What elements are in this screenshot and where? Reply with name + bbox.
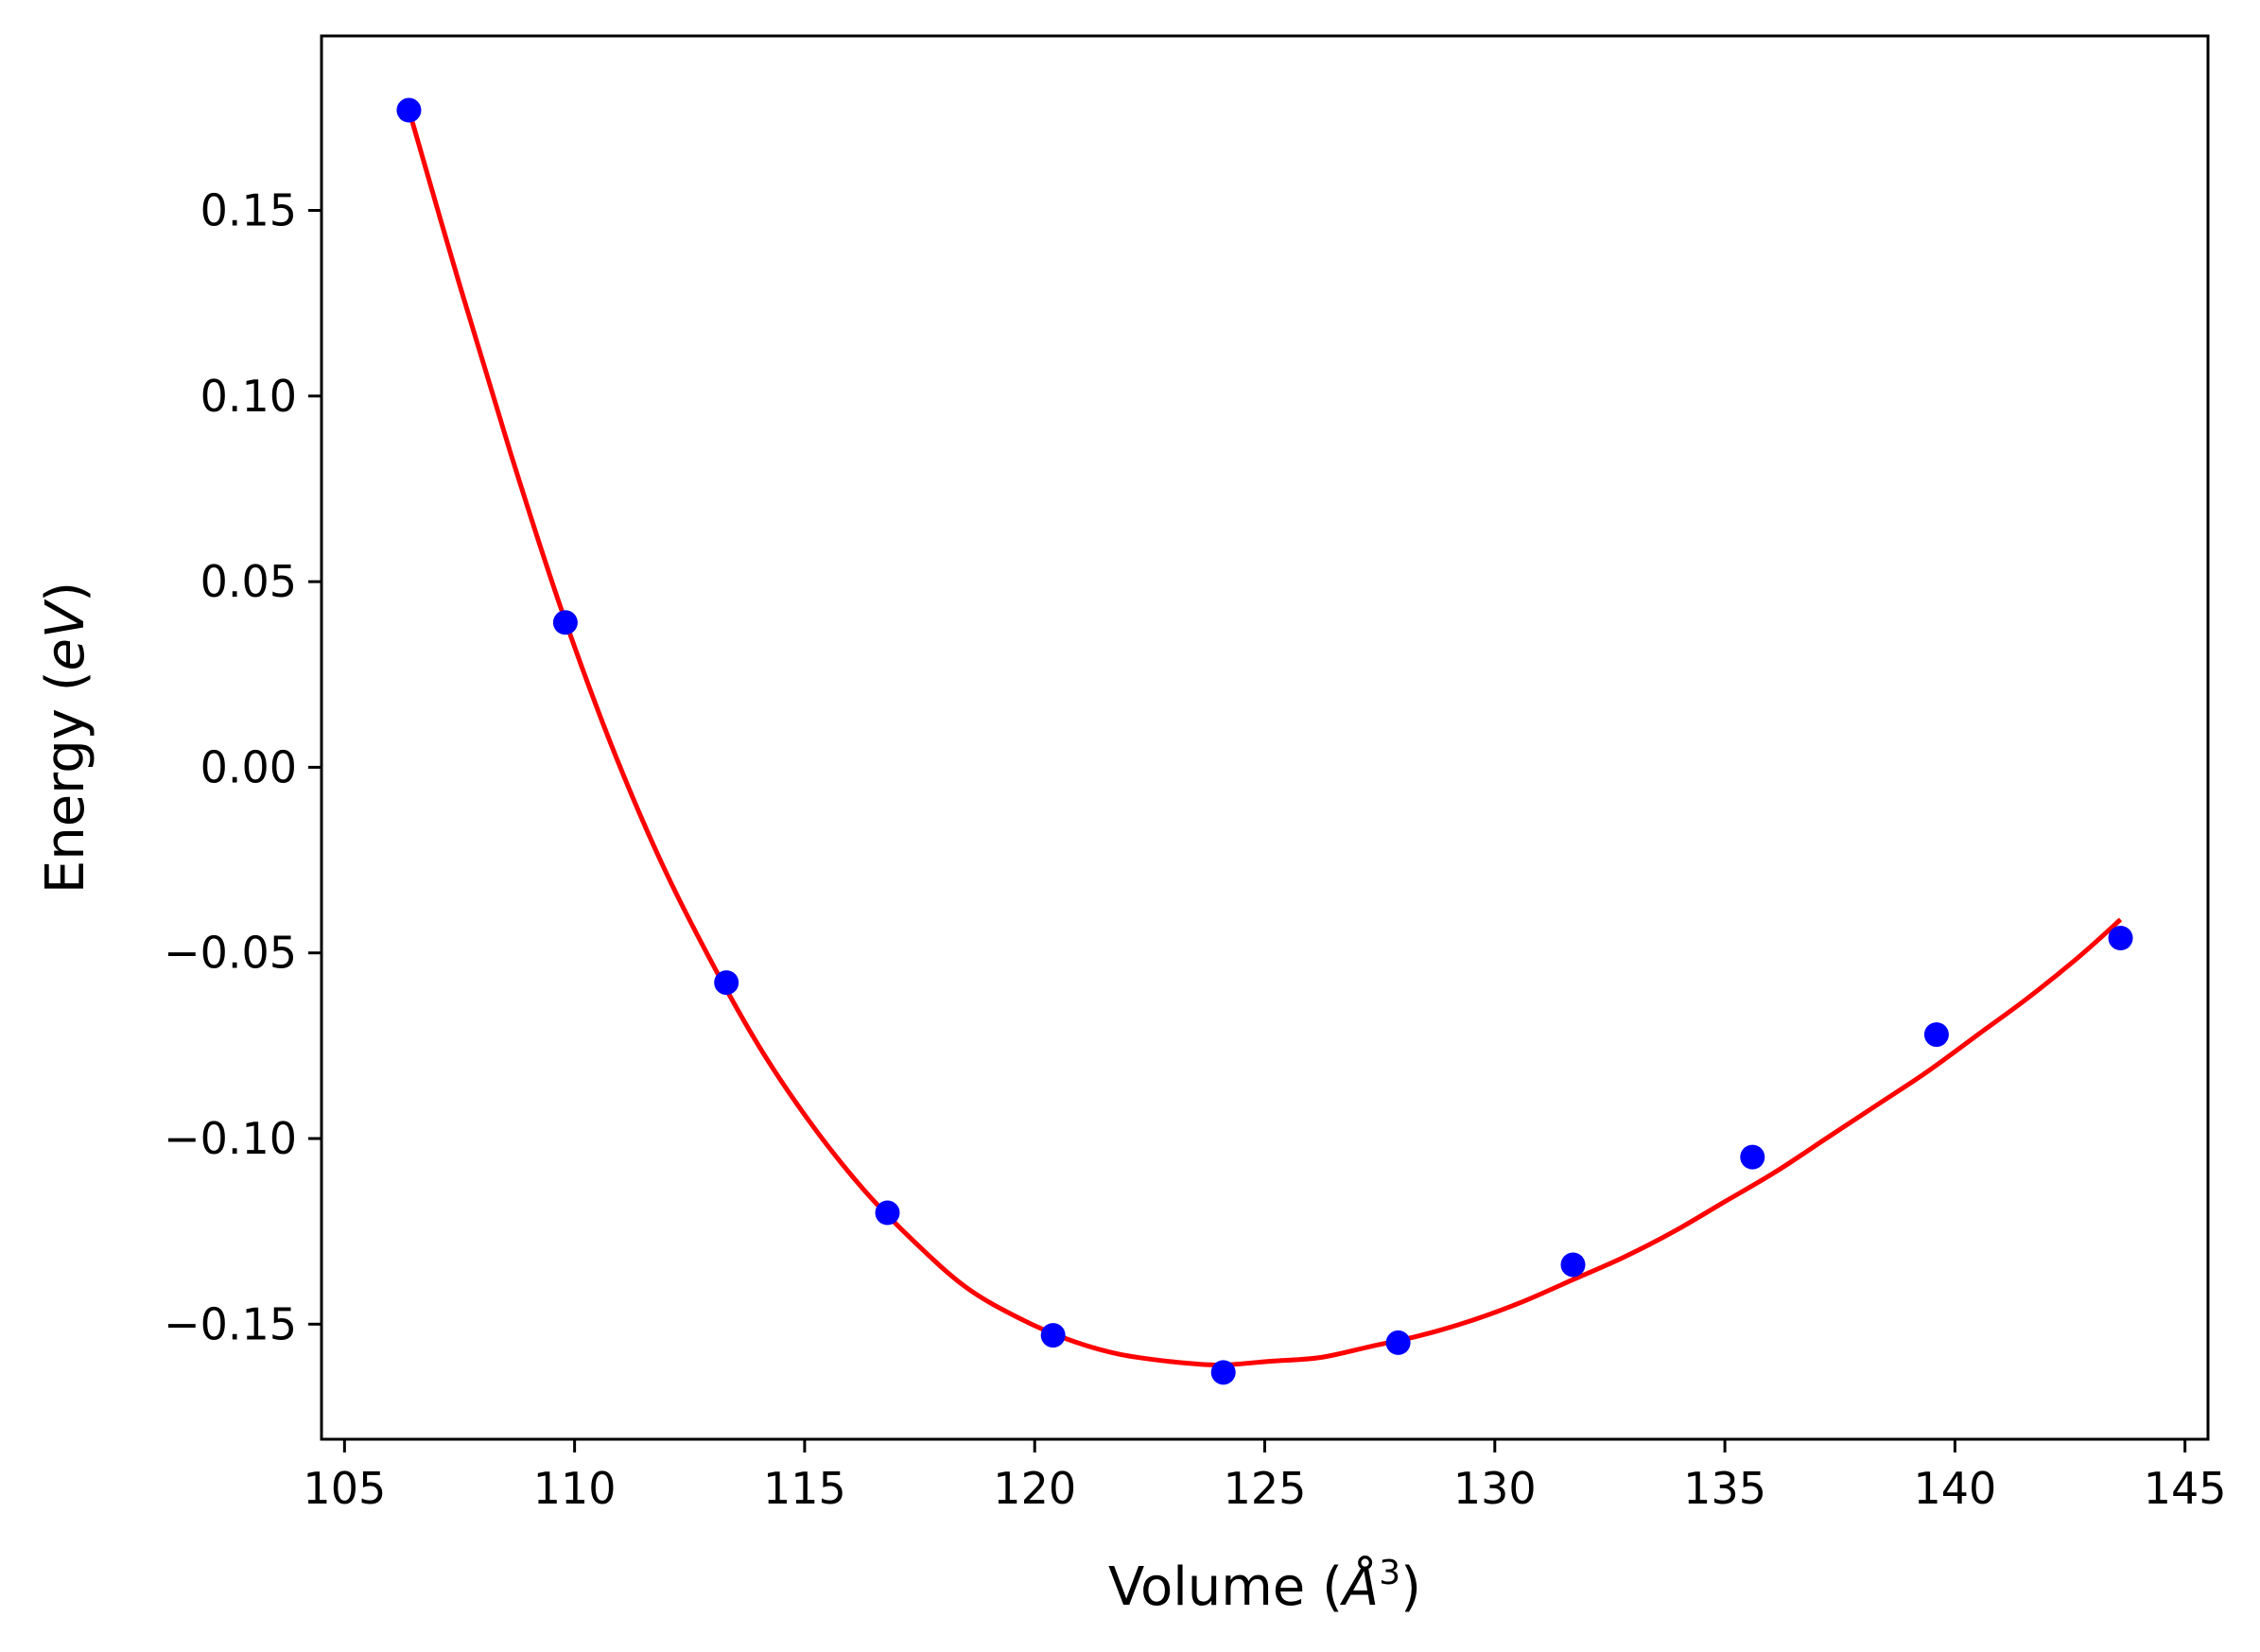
x-tick-label: 125 xyxy=(1224,1463,1307,1514)
plot-data xyxy=(396,97,2133,1385)
data-points xyxy=(396,97,2133,1385)
x-axis-label: Volume (Å3) xyxy=(1108,1554,1421,1618)
y-tick-label: −0.05 xyxy=(164,928,297,979)
x-tick-label: 110 xyxy=(533,1463,617,1514)
x-tick-label: 120 xyxy=(993,1463,1076,1514)
fit-curve-line xyxy=(407,109,2123,1368)
x-tick-label: 145 xyxy=(2144,1463,2227,1514)
data-point xyxy=(552,610,578,635)
y-tick-label: 0.00 xyxy=(200,741,297,792)
x-tick-label: 130 xyxy=(1453,1463,1537,1514)
tick-labels: 105 110 115 120 125 130 135 140 145 0.15 0.10 0.05 0… xyxy=(164,185,2227,1514)
y-tick-label: −0.10 xyxy=(164,1113,297,1164)
data-point xyxy=(1740,1144,1765,1170)
data-point xyxy=(2108,926,2133,950)
y-tick-label: 0.15 xyxy=(200,185,297,236)
data-point xyxy=(1560,1252,1586,1278)
y-tick-label: 0.10 xyxy=(200,371,297,422)
x-tick-label: 140 xyxy=(1913,1463,1996,1514)
data-point xyxy=(1210,1360,1236,1385)
y-tick-label: 0.05 xyxy=(200,556,297,607)
x-tick-label: 115 xyxy=(763,1463,846,1514)
data-point xyxy=(396,97,422,123)
data-point xyxy=(875,1200,900,1226)
plot-frame xyxy=(320,34,2210,1441)
x-tick-label: 105 xyxy=(303,1463,386,1514)
y-axis-label: Energy (eV) xyxy=(35,582,96,894)
data-point xyxy=(714,970,739,996)
data-point xyxy=(1040,1323,1066,1348)
data-point xyxy=(1385,1330,1411,1355)
tick-marks xyxy=(308,209,2187,1452)
data-point xyxy=(1923,1022,1949,1048)
y-tick-label: −0.15 xyxy=(164,1298,297,1349)
x-tick-label: 135 xyxy=(1683,1463,1766,1514)
